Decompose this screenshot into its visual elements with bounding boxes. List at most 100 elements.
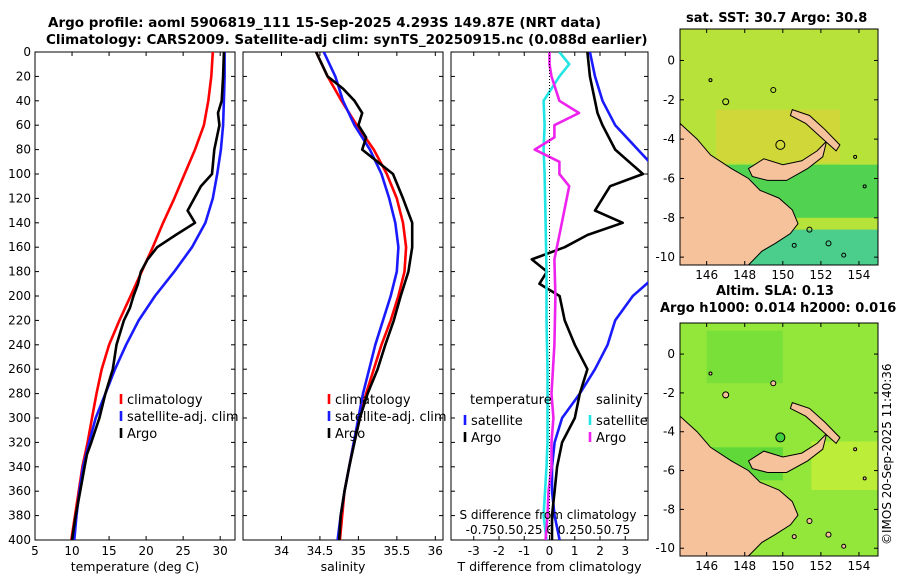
x-tick-label: 146 [695, 268, 718, 282]
map-frame [679, 28, 879, 266]
series-group-2 [314, 52, 414, 540]
legend-panel-2: climatology satellite-adj. clim Argo [327, 393, 447, 442]
y-tick-label: 180 [8, 265, 31, 279]
argo-position-marker [775, 139, 786, 150]
panel-frame [34, 51, 236, 541]
y-tick-label: 100 [8, 167, 31, 181]
y-tick-label: -2 [663, 93, 675, 107]
new-guinea-land [680, 415, 799, 556]
legend-header-salinity: salinity [596, 393, 643, 408]
island [806, 226, 813, 233]
island [862, 184, 867, 189]
x-tick-label: -3 [468, 544, 480, 558]
x-tick-label: 30 [213, 544, 228, 558]
diff-top-axis: S difference from climatology-0.750.50.2… [460, 508, 637, 537]
y-tick-label: 200 [8, 289, 31, 303]
legend-label: satellite [596, 414, 648, 429]
island [722, 391, 730, 399]
island [841, 252, 847, 258]
y-tick-label: -4 [663, 132, 675, 146]
x-tick-label: 150 [771, 559, 794, 573]
x-tick-label: 152 [809, 268, 832, 282]
island [770, 380, 777, 387]
x-tick-label: 154 [848, 559, 871, 573]
y-tick-label: 360 [8, 484, 31, 498]
y-tick-label: 80 [16, 143, 31, 157]
legend-label: Argo [596, 431, 626, 446]
profile-panel-2: 34 34.5 35 35.5 36 salinity [242, 51, 444, 574]
y-tick-label: -4 [663, 425, 675, 439]
new-britain-land [747, 139, 828, 181]
top-axis-ticks: -0.750.50.25 0 0.250.50.75 [466, 523, 631, 537]
argo-position-marker [775, 432, 786, 443]
y-tick-label: -10 [655, 541, 675, 555]
x-tick-label: 150 [771, 268, 794, 282]
island [853, 447, 858, 452]
legend-label: Argo [335, 427, 365, 442]
x-tick-label: 15 [101, 544, 116, 558]
y-tick-label: 240 [8, 338, 31, 352]
new-ireland-land [789, 401, 841, 445]
sla-map: 146 148 150 152 154 0 -2 -4 -6 -8 -10 [655, 322, 879, 573]
series-line-argo [70, 52, 226, 540]
series-line-t-argo [530, 52, 645, 540]
y-tick-label: 0 [667, 347, 675, 361]
y-tick-label: -6 [663, 464, 675, 478]
y-tick-label: 220 [8, 313, 31, 327]
x-axis-label: temperature (deg C) [71, 559, 200, 574]
y-tick-label: 40 [16, 94, 31, 108]
x-tick-label: 34.5 [307, 544, 334, 558]
series-group-1 [70, 52, 226, 540]
legend-panel-3: temperature salinity satellite satellite Arg… [463, 393, 648, 446]
island [806, 518, 813, 525]
x-tick-label: 5 [31, 544, 39, 558]
y-tick-label: 340 [8, 460, 31, 474]
x-tick-label: 1 [571, 544, 579, 558]
legend-label: satellite-adj. clim [335, 410, 447, 425]
legend-label: satellite [471, 414, 523, 429]
legend-label: climatology [335, 393, 411, 408]
island [841, 543, 847, 549]
y-tick-label: 260 [8, 362, 31, 376]
island [853, 154, 858, 159]
island [825, 531, 832, 538]
x-tick-label: 25 [176, 544, 191, 558]
series-line-t-satellite [550, 52, 648, 540]
x-tick-label: 148 [733, 268, 756, 282]
island [770, 86, 777, 93]
x-tick-label: 35.5 [383, 544, 410, 558]
y-tick-label: -8 [663, 502, 675, 516]
y-tick-label: 120 [8, 191, 31, 205]
series-line-s-satellite [542, 52, 571, 540]
island [791, 242, 797, 248]
legend-panel-1: climatology satellite-adj. clim Argo [119, 393, 239, 442]
x-tick-label: 20 [138, 544, 153, 558]
y-tick-label: 60 [16, 118, 31, 132]
island [722, 98, 730, 106]
x-tick-label: 146 [695, 559, 718, 573]
island [708, 78, 713, 83]
x-tick-label: 0 [546, 544, 554, 558]
x-tick-label: 36 [428, 544, 443, 558]
profile-panel-1: 0 20 40 60 80 100 120 140 160 180 200 220 240 260 280 3… [8, 45, 236, 574]
y-tick-label: 20 [16, 69, 31, 83]
x-tick-label: 148 [733, 559, 756, 573]
legend-label: climatology [127, 393, 203, 408]
y-tick-label: 300 [8, 411, 31, 425]
map-frame [679, 322, 879, 557]
y-tick-label: 400 [8, 533, 31, 547]
sst-map-title: sat. SST: 30.7 Argo: 30.8 [686, 11, 868, 26]
top-axis-label: S difference from climatology [460, 508, 637, 522]
x-tick-label: -2 [493, 544, 505, 558]
y-tick-label: -10 [655, 250, 675, 264]
y-tick-label: 380 [8, 509, 31, 523]
legend-header-temperature: temperature [470, 393, 552, 408]
x-tick-label: 2 [596, 544, 604, 558]
sla-map-title: Altim. SLA: 0.13 [716, 284, 834, 299]
x-tick-label: 152 [809, 559, 832, 573]
y-tick-label: -8 [663, 211, 675, 225]
island [708, 371, 713, 376]
island [791, 534, 797, 540]
sla-map-subtitle: Argo h1000: 0.014 h2000: 0.016 [660, 301, 897, 316]
